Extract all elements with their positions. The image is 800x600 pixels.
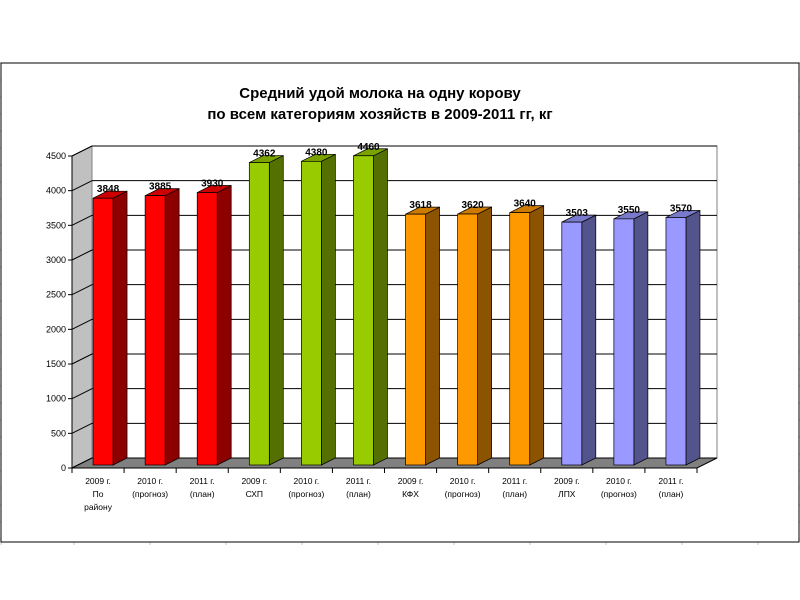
data-label: 3620 <box>462 200 485 211</box>
x-category-label: (план) <box>659 489 684 499</box>
x-category-label: 2009 г. <box>398 476 424 486</box>
bar-side <box>164 188 180 466</box>
x-category-label: 2011 г. <box>346 476 371 486</box>
x-category-label: 2009 г. <box>554 476 580 486</box>
y-tick-label: 3000 <box>46 255 66 265</box>
x-category-label: 2010 г. <box>294 476 320 486</box>
x-category-label: 2010 г. <box>450 476 476 486</box>
data-label: 3570 <box>670 203 693 214</box>
bar-side <box>581 214 597 466</box>
x-category-label: 2010 г. <box>137 476 163 486</box>
gridline-side <box>71 180 93 192</box>
y-tick-label: 4500 <box>46 151 66 161</box>
data-label: 4380 <box>305 147 328 158</box>
y-tick-label: 2000 <box>46 324 66 334</box>
bar-front <box>665 217 687 466</box>
gridline-side <box>71 422 93 434</box>
x-category-label: району <box>84 502 113 512</box>
bar-front <box>353 155 374 466</box>
bar <box>301 153 336 466</box>
x-category-label: (план) <box>346 489 371 499</box>
bar <box>665 209 701 466</box>
x-category-label: (прогноз) <box>445 489 481 499</box>
bar <box>509 205 545 466</box>
x-category-label: ЛПХ <box>558 489 576 499</box>
bar-side <box>425 206 440 466</box>
bar <box>613 211 649 466</box>
bar-side <box>268 155 284 466</box>
data-label: 3848 <box>97 184 120 195</box>
data-label: 4460 <box>357 142 380 153</box>
bar-side <box>216 184 232 466</box>
bar-front <box>92 197 114 466</box>
x-category-label: (план) <box>190 489 215 499</box>
y-tick-label: 3500 <box>46 220 66 230</box>
bar <box>561 214 597 466</box>
bar-front <box>405 213 426 466</box>
plot-area: 0 500 1000 1500 2000 2500 3000 3500 4000 4500 3848… <box>46 142 718 512</box>
bar-side <box>633 211 649 466</box>
bar-front <box>457 213 478 466</box>
bar-front <box>561 221 583 466</box>
x-category-label: 2011 г. <box>190 476 215 486</box>
x-category-label: По <box>93 489 104 499</box>
gridline-side <box>71 145 93 157</box>
bar <box>457 206 492 466</box>
x-category-label: 2010 г. <box>606 476 632 486</box>
bar <box>92 190 128 466</box>
bar-side <box>321 153 336 466</box>
bar-front <box>248 162 270 466</box>
bar <box>248 155 284 466</box>
bar <box>144 188 180 466</box>
y-tick-label: 4000 <box>46 186 66 196</box>
data-label: 3885 <box>149 182 172 193</box>
x-category-label: 2011 г. <box>658 476 683 486</box>
side-wall <box>71 145 93 469</box>
x-category-label: 2009 г. <box>241 476 267 486</box>
data-label: 3550 <box>618 205 641 216</box>
y-tick-label: 500 <box>51 428 66 438</box>
y-tick-label: 0 <box>61 463 66 473</box>
bar-front <box>144 195 166 466</box>
data-label: 3503 <box>566 208 589 219</box>
x-category-label: КФХ <box>402 489 419 499</box>
data-label: 4362 <box>253 149 276 160</box>
gridline-side <box>71 249 93 261</box>
bar-side <box>529 205 545 466</box>
data-label: 3930 <box>201 179 224 190</box>
x-category-label: (прогноз) <box>288 489 324 499</box>
gridline-side <box>71 318 93 330</box>
bar-front <box>509 212 531 466</box>
y-tick-label: 1000 <box>46 394 66 404</box>
bar <box>405 206 440 466</box>
chart-title-line-1: Средний удой молока на одну корову <box>239 85 521 102</box>
bar-side <box>112 190 128 466</box>
bar-front <box>196 192 218 466</box>
bar <box>353 148 388 466</box>
bar-front <box>613 218 635 466</box>
gridline-side <box>71 388 93 400</box>
x-category-label: 2011 г. <box>502 476 527 486</box>
data-label: 3618 <box>409 200 432 211</box>
x-category-label: (прогноз) <box>132 489 168 499</box>
y-tick-label: 2500 <box>46 290 66 300</box>
x-category-label: 2009 г. <box>85 476 111 486</box>
x-category-label: (план) <box>502 489 527 499</box>
data-label: 3640 <box>514 199 537 210</box>
x-category-label: (прогноз) <box>601 489 637 499</box>
bar-front <box>301 160 322 466</box>
gridline-side <box>71 284 93 296</box>
bar-side <box>477 206 492 466</box>
bar-side <box>685 209 701 466</box>
gridline-side <box>71 214 93 226</box>
x-category-label: СХП <box>246 489 263 499</box>
gridline-side <box>71 353 93 365</box>
bar-side <box>373 148 388 466</box>
y-tick-label: 1500 <box>46 359 66 369</box>
bar <box>196 184 232 466</box>
chart-title-line-2: по всем категориям хозяйств в 2009-2011 … <box>207 106 552 123</box>
